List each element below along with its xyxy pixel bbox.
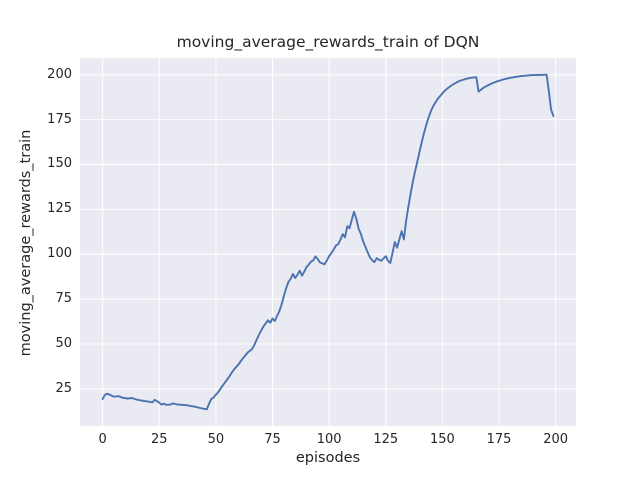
- x-tick-label: 25: [150, 432, 168, 447]
- y-tick-label: 200: [47, 66, 72, 82]
- y-tick-label: 50: [55, 335, 72, 351]
- y-tick-label: 175: [47, 111, 72, 127]
- y-tick-label: 100: [47, 246, 72, 262]
- x-tick-label: 75: [264, 432, 281, 447]
- y-tick-label: 75: [55, 291, 72, 307]
- x-tick-label: 0: [98, 432, 107, 447]
- y-tick-label: 150: [47, 156, 72, 172]
- x-axis-label: episodes: [295, 450, 361, 466]
- x-tick-label: 200: [543, 432, 569, 447]
- x-tick-label: 150: [429, 432, 455, 447]
- x-tick-label: 125: [373, 432, 399, 447]
- y-tick-label: 25: [55, 380, 72, 396]
- x-tick-label: 100: [316, 432, 342, 447]
- plot-area: [80, 58, 576, 426]
- x-tick-label: 50: [207, 432, 225, 447]
- y-tick-label: 125: [47, 201, 72, 217]
- x-tick-label: 175: [486, 432, 512, 447]
- chart-title: moving_average_rewards_train of DQN: [176, 33, 480, 51]
- series-line: [101, 73, 555, 411]
